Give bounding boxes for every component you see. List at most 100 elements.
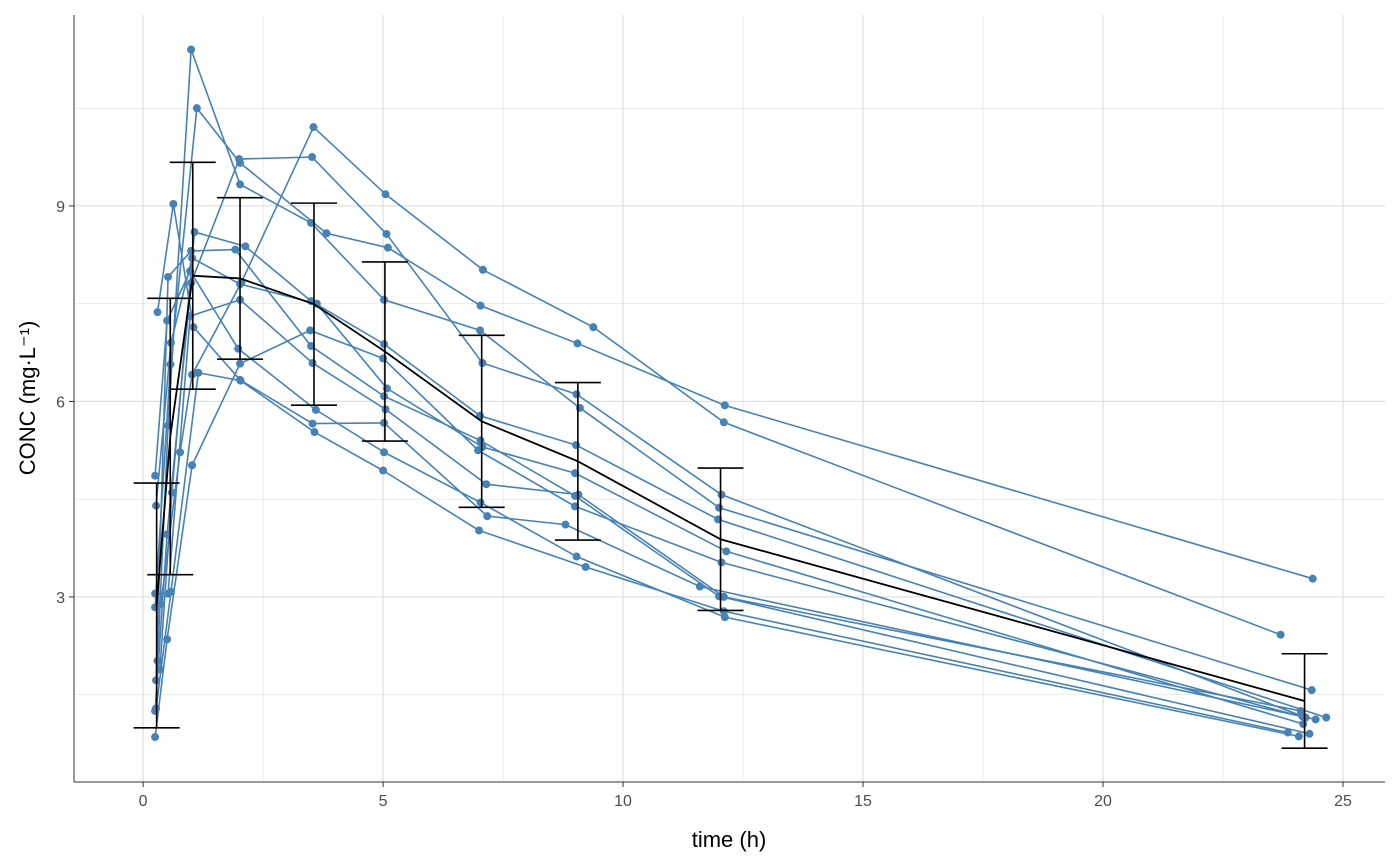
data-point (474, 446, 483, 455)
data-point (310, 428, 319, 437)
data-point (383, 243, 392, 252)
data-point (163, 635, 172, 644)
gridlines (74, 15, 1385, 782)
data-point (722, 547, 731, 556)
individual-profiles (151, 45, 1331, 742)
y-axis-label: CONC (mg·L⁻¹) (15, 321, 40, 476)
data-point (572, 441, 581, 450)
subject-series (151, 153, 1307, 721)
data-point (478, 265, 487, 274)
x-axis-label: time (h) (692, 827, 767, 852)
data-point (476, 326, 485, 335)
data-point (1294, 732, 1303, 741)
y-tick-label: 9 (56, 199, 65, 216)
data-point (241, 242, 250, 251)
data-point (309, 123, 318, 132)
data-point (153, 656, 162, 665)
data-point (236, 359, 245, 368)
data-point (476, 436, 485, 445)
data-point (581, 562, 590, 571)
data-point (322, 229, 331, 238)
data-point (561, 520, 570, 529)
data-point (234, 344, 243, 353)
data-point (572, 390, 581, 399)
data-point (575, 403, 584, 412)
data-point (475, 526, 484, 535)
data-point (308, 153, 317, 162)
mean-line (155, 274, 1305, 702)
data-point (589, 323, 598, 332)
data-point (382, 229, 391, 238)
data-point (717, 558, 726, 567)
data-point (483, 512, 492, 521)
data-point (236, 375, 245, 384)
data-point (380, 340, 389, 349)
data-point (164, 272, 173, 281)
data-point (476, 301, 485, 310)
subject-line (155, 248, 1310, 735)
data-point (187, 246, 196, 255)
subject-line (154, 156, 1303, 717)
data-point (1307, 686, 1316, 695)
data-point (235, 155, 244, 164)
x-tick-label: 10 (614, 793, 632, 810)
data-point (176, 448, 185, 457)
data-point (307, 218, 316, 227)
axes: 0 5 10 15 20 25 3 6 9 (56, 15, 1385, 810)
subject-line (154, 106, 1313, 608)
data-point (715, 503, 724, 512)
x-tick-label: 5 (379, 793, 388, 810)
data-point (187, 45, 196, 54)
subject-series (151, 104, 1317, 612)
y-tick-label: 6 (56, 394, 65, 411)
data-point (1308, 574, 1317, 583)
data-point (306, 326, 315, 335)
data-point (308, 358, 317, 367)
data-point (476, 498, 485, 507)
x-tick-label: 15 (854, 793, 872, 810)
data-point (192, 104, 201, 113)
data-point (1276, 630, 1285, 639)
data-point (1311, 715, 1320, 724)
data-point (163, 316, 172, 325)
data-point (169, 199, 178, 208)
data-point (188, 461, 197, 470)
subject-line (154, 269, 1300, 738)
x-tick-label: 20 (1094, 793, 1112, 810)
data-point (151, 471, 160, 480)
data-point (153, 308, 162, 317)
data-point (231, 245, 240, 254)
mean-profile (133, 161, 1328, 750)
subject-series (151, 295, 1305, 715)
subject-series (153, 199, 1320, 724)
data-point (380, 392, 389, 401)
data-point (482, 480, 491, 489)
data-point (190, 228, 199, 237)
data-point (307, 342, 316, 351)
subject-line (154, 329, 1306, 738)
x-tick-label: 0 (139, 793, 148, 810)
data-point (308, 419, 317, 428)
y-tick-label: 3 (56, 590, 65, 607)
subject-line (160, 125, 1281, 636)
data-point (719, 418, 728, 427)
subject-series (151, 267, 1303, 741)
data-point (1305, 729, 1314, 738)
data-point (151, 733, 160, 742)
data-point (380, 448, 389, 457)
data-point (573, 339, 582, 348)
data-point (695, 582, 704, 591)
data-point (380, 295, 389, 304)
data-point (719, 607, 728, 616)
subject-series (152, 245, 1314, 738)
data-point (572, 552, 581, 561)
data-point (194, 368, 203, 377)
data-point (379, 354, 388, 363)
data-point (1322, 713, 1331, 722)
data-point (156, 600, 165, 609)
x-tick-label: 25 (1334, 793, 1352, 810)
data-point (717, 490, 726, 499)
data-point (151, 706, 160, 715)
data-point (381, 190, 390, 199)
